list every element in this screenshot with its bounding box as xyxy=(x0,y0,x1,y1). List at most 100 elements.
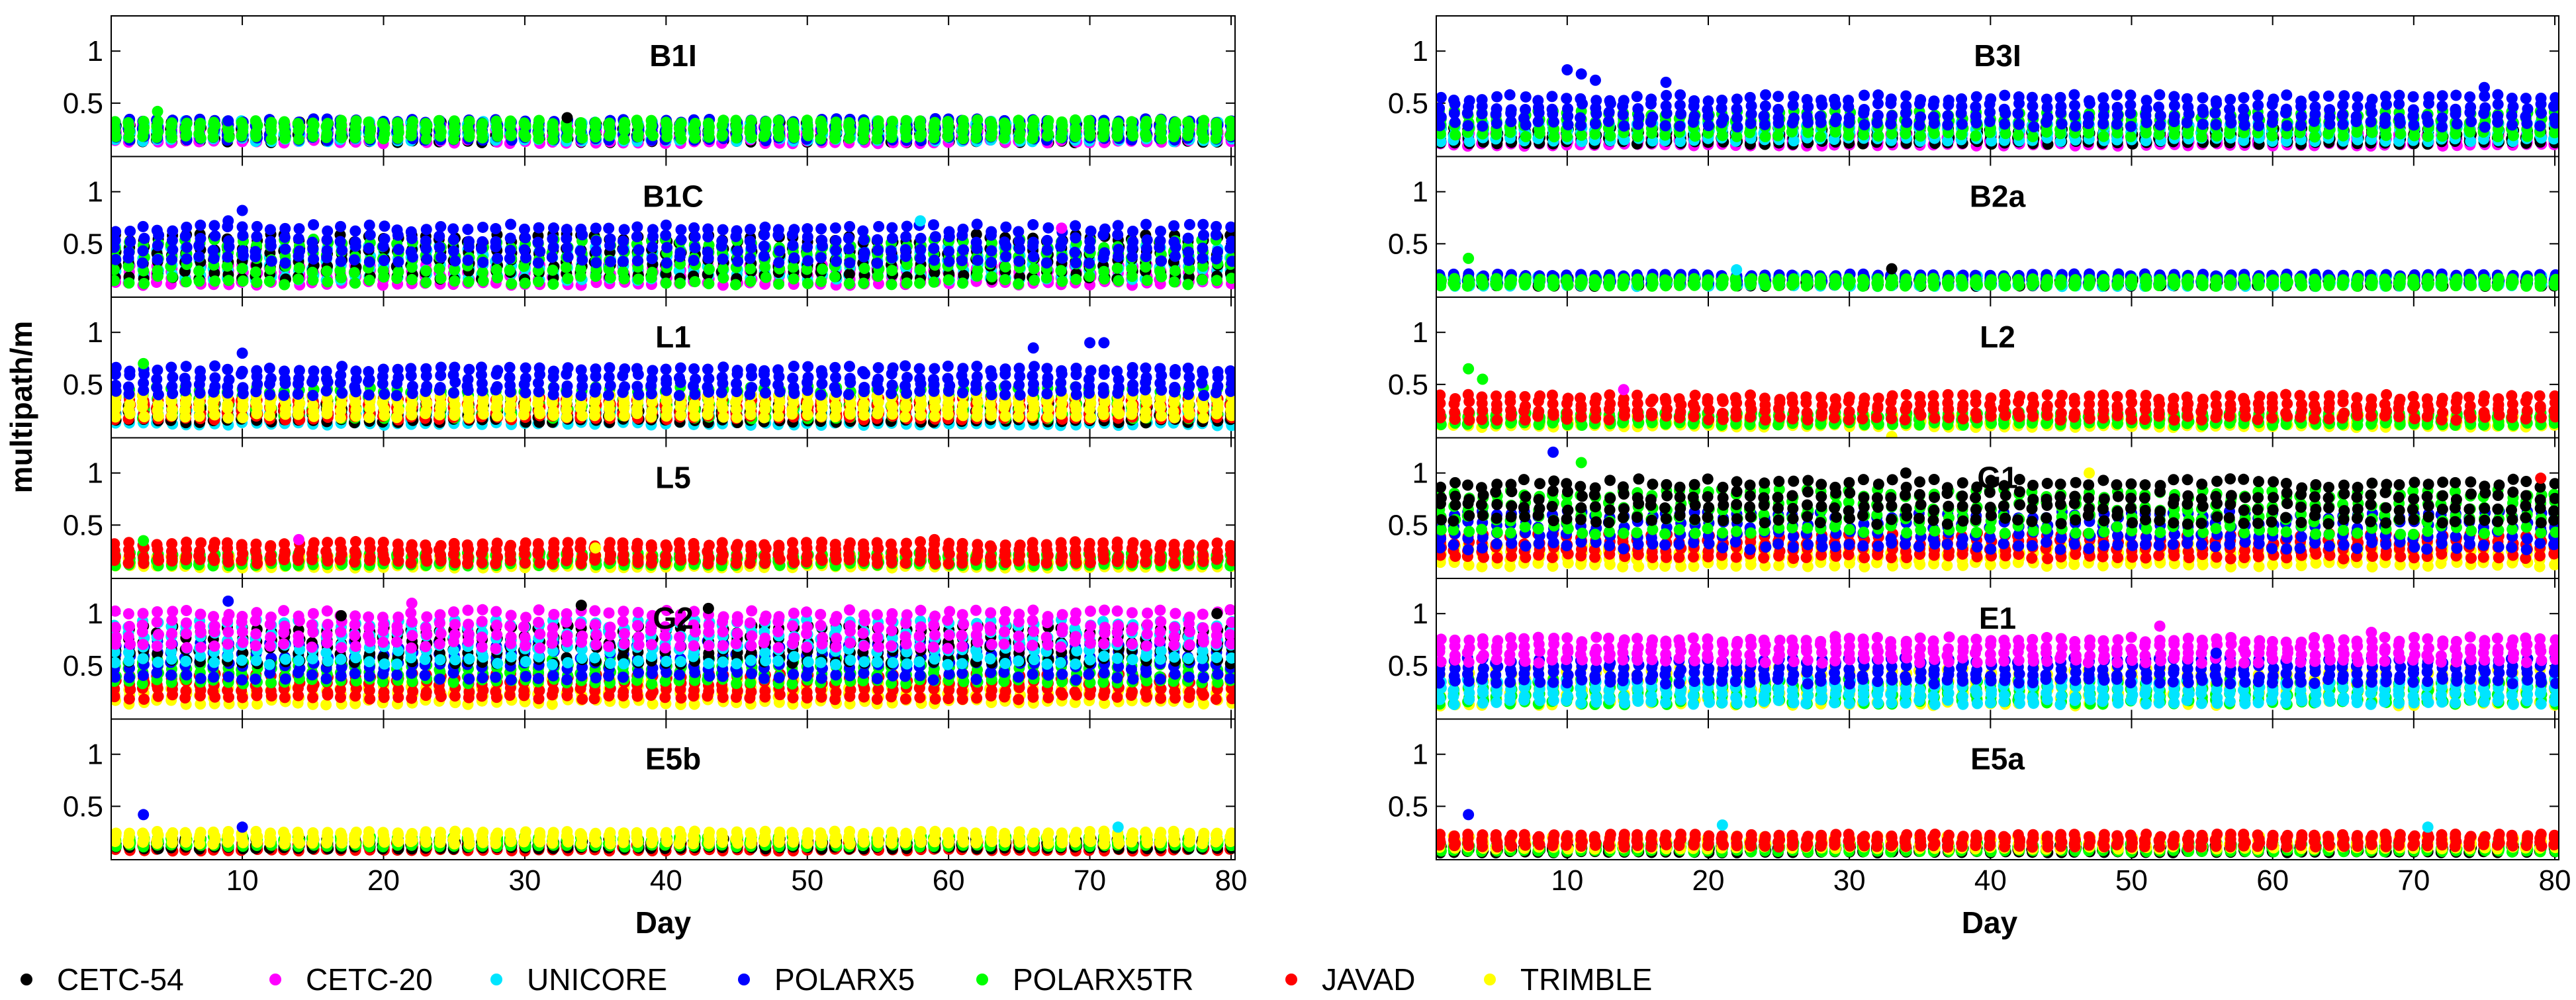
data-point-trimble xyxy=(815,410,827,422)
data-point-polarx5 xyxy=(716,235,728,247)
data-point-polarx5tr xyxy=(999,274,1011,286)
data-point-polarx5 xyxy=(1042,222,1054,234)
data-point-polarx5 xyxy=(435,251,447,263)
data-point-polarx5tr xyxy=(787,261,799,273)
data-point-polarx5 xyxy=(1013,235,1025,247)
data-point-polarx5 xyxy=(618,235,629,247)
data-point-polarx5tr xyxy=(703,278,715,290)
data-point-polarx5 xyxy=(717,224,729,236)
data-point-polarx5 xyxy=(1000,251,1012,263)
data-point-polarx5 xyxy=(505,218,517,230)
data-point-polarx5 xyxy=(1099,247,1111,259)
data-point-polarx5 xyxy=(306,236,318,248)
data-point-polarx5 xyxy=(421,253,433,265)
data-point-polarx5 xyxy=(377,363,389,375)
data-point-polarx5 xyxy=(1000,221,1012,233)
data-point-polarx5tr xyxy=(221,260,233,272)
data-point-polarx5 xyxy=(207,244,219,256)
data-point-trimble xyxy=(1168,406,1179,418)
data-point-polarx5 xyxy=(209,360,221,372)
data-point-polarx5 xyxy=(617,244,629,255)
data-point-polarx5tr xyxy=(1070,114,1081,126)
data-point-polarx5 xyxy=(534,246,546,257)
data-point-polarx5 xyxy=(279,257,291,269)
data-point-polarx5 xyxy=(1197,242,1209,254)
data-point-trimble xyxy=(717,411,729,423)
data-point-polarx5 xyxy=(209,372,221,384)
data-point-polarx5tr xyxy=(773,278,785,290)
data-point-polarx5tr xyxy=(1126,263,1138,275)
data-point-polarx5tr xyxy=(886,265,898,277)
data-point-polarx5 xyxy=(689,242,701,253)
data-point-polarx5 xyxy=(308,365,320,377)
data-point-polarx5 xyxy=(1127,225,1139,237)
data-point-polarx5 xyxy=(477,221,488,233)
data-point-polarx5tr xyxy=(292,118,304,130)
data-point-polarx5tr xyxy=(957,114,969,126)
data-point-polarx5tr xyxy=(334,265,346,277)
data-point-polarx5tr xyxy=(293,273,304,285)
data-point-polarx5 xyxy=(929,231,941,243)
data-point-polarx5 xyxy=(1013,226,1025,238)
data-point-polarx5 xyxy=(123,246,135,258)
data-point-polarx5 xyxy=(647,241,659,253)
data-point-polarx5 xyxy=(533,222,545,234)
data-point-polarx5 xyxy=(379,220,391,232)
data-point-trimble xyxy=(363,412,375,424)
data-point-polarx5 xyxy=(152,364,163,376)
data-point-polarx5tr xyxy=(1197,274,1209,286)
data-point-polarx5tr xyxy=(1169,265,1181,277)
data-point-trimble xyxy=(307,399,319,411)
data-point-polarx5 xyxy=(873,220,885,232)
data-point-polarx5 xyxy=(1083,257,1095,269)
data-point-polarx5 xyxy=(617,255,629,267)
data-point-polarx5 xyxy=(844,257,856,269)
data-point-polarx5 xyxy=(378,255,390,267)
data-point-trimble xyxy=(646,406,658,418)
data-point-polarx5 xyxy=(520,232,531,244)
data-point-polarx5tr xyxy=(322,276,334,288)
data-point-polarx5 xyxy=(350,373,362,385)
scatter-points xyxy=(112,337,1234,432)
data-point-polarx5 xyxy=(181,221,193,233)
outlier-point-cetc-20 xyxy=(1056,222,1068,234)
data-point-polarx5tr xyxy=(349,277,361,289)
data-point-polarx5tr xyxy=(631,114,643,126)
data-point-polarx5 xyxy=(547,222,559,234)
data-point-polarx5tr xyxy=(717,272,729,284)
data-point-polarx5 xyxy=(688,222,700,234)
outlier-point-cetc-54 xyxy=(561,112,573,124)
data-point-polarx5 xyxy=(392,244,404,255)
data-point-trimble xyxy=(772,410,784,422)
data-point-polarx5tr xyxy=(745,263,757,275)
data-point-polarx5 xyxy=(633,244,645,256)
data-point-polarx5 xyxy=(195,219,207,231)
data-point-polarx5 xyxy=(1040,257,1052,269)
data-point-polarx5tr xyxy=(350,115,362,127)
data-point-polarx5 xyxy=(900,231,912,243)
data-point-polarx5 xyxy=(1168,236,1180,248)
data-point-polarx5tr xyxy=(575,116,587,128)
data-point-polarx5tr xyxy=(1028,114,1040,126)
data-point-polarx5tr xyxy=(477,275,489,287)
data-point-polarx5 xyxy=(308,253,320,265)
data-point-polarx5 xyxy=(179,230,191,242)
data-point-polarx5tr xyxy=(645,114,657,126)
data-point-polarx5tr xyxy=(434,263,445,275)
data-point-polarx5 xyxy=(336,361,348,373)
data-point-polarx5tr xyxy=(1170,116,1181,128)
data-point-polarx5 xyxy=(688,254,700,266)
data-point-polarx5 xyxy=(209,230,221,242)
data-point-polarx5 xyxy=(745,224,757,236)
data-point-polarx5 xyxy=(661,257,672,269)
data-point-polarx5 xyxy=(435,221,447,233)
data-point-polarx5 xyxy=(899,244,911,255)
data-point-polarx5tr xyxy=(463,276,475,288)
data-point-polarx5 xyxy=(504,244,516,256)
data-point-polarx5tr xyxy=(533,114,545,126)
data-point-polarx5 xyxy=(181,253,193,265)
data-point-polarx5 xyxy=(1183,246,1195,258)
data-point-trimble xyxy=(1013,410,1025,422)
data-point-polarx5tr xyxy=(166,271,178,283)
data-point-polarx5 xyxy=(336,244,348,256)
